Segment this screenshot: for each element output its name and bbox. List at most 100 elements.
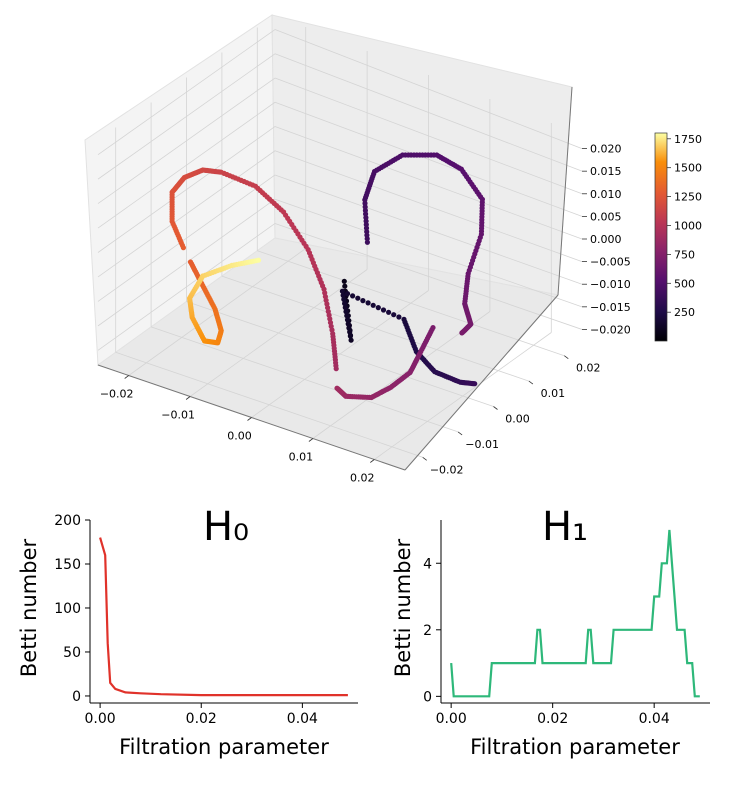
grid-z-right [274, 174, 583, 285]
x-tick-mark [185, 396, 191, 400]
axis-ticks: −0.02−0.010.000.010.02−0.02−0.010.000.01… [100, 143, 631, 485]
x-tick-label: 0.01 [289, 451, 314, 464]
colorbar-tick-label: 1750 [674, 133, 702, 146]
grid-z-right [274, 101, 583, 217]
z-tick-label: 0.010 [590, 188, 622, 201]
trajectory-point [347, 333, 353, 339]
colorbar-ticks: 250 500 750 1000 1250 1500 1750 [667, 133, 702, 319]
h0-ticks: 0.00 0.02 0.04 0 50 100 150 200 [54, 513, 318, 727]
trajectory-point [396, 314, 402, 320]
trajectory-point [342, 300, 348, 307]
x-tick-mark [124, 375, 129, 379]
colorbar: 250 500 750 1000 1250 1500 1750 [654, 132, 702, 342]
x-tick-mark [247, 417, 252, 421]
trajectory-point [342, 304, 348, 311]
trajectory-point [355, 295, 361, 301]
trajectory-point [347, 329, 353, 335]
z-tick-label: 0.000 [590, 233, 622, 246]
h1-title: H₁ [542, 504, 588, 550]
grid-y-floor [186, 301, 494, 407]
colorbar-tick-label: 750 [674, 248, 695, 261]
z-tick-label: 0.015 [590, 165, 622, 178]
grid-z-left [97, 29, 276, 156]
x-tick-label: −0.02 [100, 388, 134, 401]
grid-y-floor [257, 250, 565, 357]
y-tick-mark [422, 456, 427, 461]
h0-betti-plot: H₀ Betti number Filtration parameter 0.0… [17, 504, 358, 759]
trajectory-point [255, 257, 262, 263]
grid-y-floor [115, 351, 423, 458]
trajectory-point [472, 381, 478, 387]
trajectory-point [346, 325, 352, 331]
trajectory-point [360, 298, 366, 304]
3d-scatter-plot: −0.02−0.010.000.010.02−0.02−0.010.000.01… [84, 14, 631, 485]
colorbar-tick-label: 1250 [674, 191, 702, 204]
trajectory-point [340, 292, 346, 298]
trajectory-point [344, 317, 351, 323]
trajectory-point [342, 283, 348, 289]
h0-xlabel: Filtration parameter [119, 735, 329, 759]
grid-z-right [274, 53, 583, 172]
trajectory-point [334, 385, 340, 391]
z-tick-label: −0.015 [590, 301, 631, 314]
h1-ticks: 0.00 0.02 0.04 0 2 4 [423, 556, 670, 727]
h1-xlabel: Filtration parameter [470, 735, 680, 759]
grid-z-left [97, 198, 276, 327]
z-tick-label: 0.020 [590, 143, 622, 156]
trajectory-point [370, 302, 376, 308]
y-tick-label: 2 [423, 623, 432, 639]
grid-z-left [97, 174, 276, 302]
x-tick-mark [308, 438, 314, 442]
h0-title: H₀ [203, 504, 249, 550]
trajectory-point [339, 288, 345, 294]
h0-series-line [99, 537, 348, 697]
x-tick-label: 0.04 [287, 711, 318, 727]
h1-series-line [450, 529, 700, 698]
h0-ylabel: Betti number [17, 539, 41, 678]
grid-z-left [97, 223, 276, 351]
y-tick-label: 0.02 [576, 362, 601, 375]
trajectory-point [180, 245, 186, 251]
trajectory-point [341, 278, 347, 284]
x-tick-label: 0.04 [639, 711, 670, 727]
grid-z-right [274, 29, 583, 149]
y-tick-label: 0 [423, 689, 432, 705]
x-tick-mark [370, 459, 375, 463]
y-tick-label: 50 [63, 645, 81, 661]
colorbar-tick-label: 1000 [674, 219, 702, 232]
x-tick-label: 0.02 [350, 472, 375, 485]
trajectory-point [386, 309, 392, 315]
grid-z-right [274, 77, 583, 195]
colorbar-tick-label: 500 [674, 277, 695, 290]
trajectory-curve [169, 152, 485, 401]
y-tick-label: 0 [72, 689, 81, 705]
z-tick-label: −0.005 [590, 256, 631, 269]
y-tick-label: 4 [423, 556, 432, 572]
y-tick-label: 0.00 [505, 413, 530, 426]
trajectory-point [380, 307, 387, 313]
colorbar-tick-label: 250 [674, 306, 695, 319]
trajectory-point [343, 309, 349, 315]
trajectory-point [344, 313, 350, 319]
grid-y-floor [221, 275, 530, 382]
grid-z-left [97, 126, 276, 253]
y-tick-mark [528, 380, 534, 385]
z-tick-label: −0.020 [590, 323, 631, 336]
trajectory-point [375, 305, 381, 311]
trajectory-point [350, 293, 356, 299]
x-tick-label: 0.02 [186, 711, 217, 727]
z-tick-label: 0.005 [590, 210, 622, 223]
grid-z-left [97, 101, 276, 229]
trajectory-point [365, 300, 371, 306]
x-tick-label: 0.00 [85, 711, 116, 727]
y-tick-mark [457, 431, 463, 436]
trajectory-point [341, 296, 347, 302]
z-axis-line [557, 86, 573, 296]
colorbar-tick-label: 1500 [674, 162, 702, 175]
h1-betti-plot: H₁ Betti number Filtration parameter 0.0… [391, 504, 710, 759]
trajectory-point [459, 330, 465, 336]
x-tick-label: 0.02 [537, 711, 568, 727]
y-axis-line [404, 294, 559, 471]
grid-z-left [97, 53, 276, 180]
